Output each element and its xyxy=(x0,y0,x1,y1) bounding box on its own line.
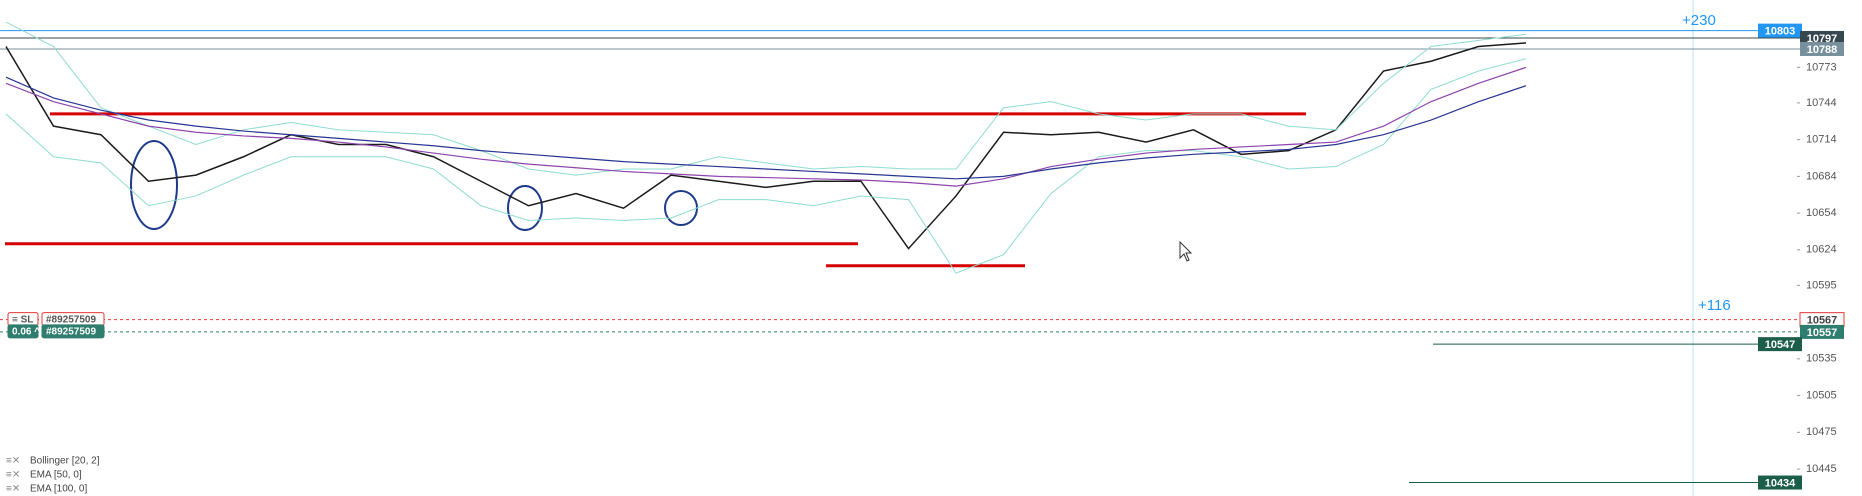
price-tag xyxy=(1758,475,1802,490)
highlight-ellipse xyxy=(664,190,698,226)
y-tick-label: 10445 xyxy=(1806,463,1837,475)
y-tick-label: 10475 xyxy=(1806,426,1837,438)
price-tag-label: 10803 xyxy=(1765,26,1796,38)
mouse-cursor xyxy=(1179,240,1193,262)
order-id: #89257509 xyxy=(46,327,96,338)
order-id: #89257509 xyxy=(46,314,96,325)
price-tag-label: 10557 xyxy=(1807,327,1838,339)
legend-entry: EMA [100, 0] xyxy=(30,484,87,495)
price-tag xyxy=(1800,30,1844,45)
highlight-ellipse xyxy=(130,140,178,230)
legend-icon: ≡✕ xyxy=(6,484,20,495)
y-tick-label: 10505 xyxy=(1806,389,1837,401)
bollinger-lower xyxy=(5,58,1527,274)
order-label: ≡ SL xyxy=(12,314,33,325)
y-tick-label: 10624 xyxy=(1806,244,1837,256)
price-tag-label: 10567 xyxy=(1807,315,1838,327)
y-tick-label: 10654 xyxy=(1806,207,1837,219)
y-tick-label: 10595 xyxy=(1806,279,1837,291)
price-line xyxy=(5,42,1527,250)
price-tag-label: 10797 xyxy=(1807,33,1838,45)
price-tag-label: 10788 xyxy=(1807,44,1838,56)
legend-icon: ≡✕ xyxy=(6,456,20,467)
legend-icon: ≡✕ xyxy=(6,470,20,481)
profit-annotation: +116 xyxy=(1698,297,1731,314)
price-tag xyxy=(1758,337,1802,352)
y-tick-label: 10535 xyxy=(1806,353,1837,365)
price-tag xyxy=(1758,23,1802,38)
y-tick-label: 10684 xyxy=(1806,170,1837,182)
order-label: 0.06 ^ xyxy=(12,327,40,338)
ema-line xyxy=(5,76,1527,180)
price-tag-label: 10547 xyxy=(1765,339,1796,351)
ema-line xyxy=(5,66,1527,187)
order-tag xyxy=(7,324,39,339)
y-tick-label: 10773 xyxy=(1806,61,1837,73)
bollinger-upper xyxy=(5,21,1527,176)
y-tick-label: 10714 xyxy=(1806,134,1837,146)
profit-annotation: +230 xyxy=(1682,12,1716,29)
highlight-ellipse xyxy=(507,185,543,231)
price-tag-label: 10434 xyxy=(1765,477,1796,489)
legend-entry: Bollinger [20, 2] xyxy=(30,456,100,467)
price-tag xyxy=(1800,324,1844,339)
y-tick-label: 10744 xyxy=(1806,97,1837,109)
price-tag xyxy=(1800,41,1844,56)
order-id-tag xyxy=(41,324,105,339)
legend-entry: EMA [50, 0] xyxy=(30,470,82,481)
